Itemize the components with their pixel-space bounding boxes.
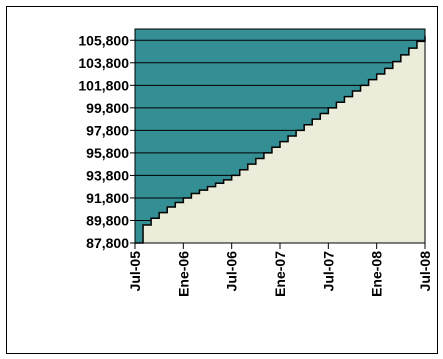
x-tick-label: Ene-07 [272, 251, 288, 297]
y-tick-label: 99,800 [86, 100, 129, 116]
y-tick-label: 89,800 [86, 212, 129, 228]
lower-area [135, 35, 425, 243]
y-tick-label: 91,800 [86, 190, 129, 206]
series-step-line [135, 35, 426, 244]
x-tick-label: Jul-05 [127, 251, 143, 292]
y-tick-label: 87,800 [86, 235, 129, 251]
x-tick-label: Jul-06 [224, 251, 240, 292]
y-tick-label: 105,800 [78, 32, 129, 48]
y-tick-label: 103,800 [78, 55, 129, 71]
y-tick-label: 93,800 [86, 167, 129, 183]
chart-frame: 105,800 103,800 101,800 99,800 97,800 95,800 9… [6, 6, 438, 354]
y-tick-label: 101,800 [78, 77, 129, 93]
y-tick-label: 95,800 [86, 145, 129, 161]
step-area-chart: 105,800 103,800 101,800 99,800 97,800 95,800 9… [78, 28, 433, 297]
x-tick-label: Ene-06 [175, 251, 191, 297]
x-tick-label: Ene-08 [369, 251, 385, 297]
x-tick-label: Jul-07 [320, 251, 336, 292]
x-tick-label: Jul-08 [417, 251, 433, 292]
y-tick-label: 97,800 [86, 122, 129, 138]
